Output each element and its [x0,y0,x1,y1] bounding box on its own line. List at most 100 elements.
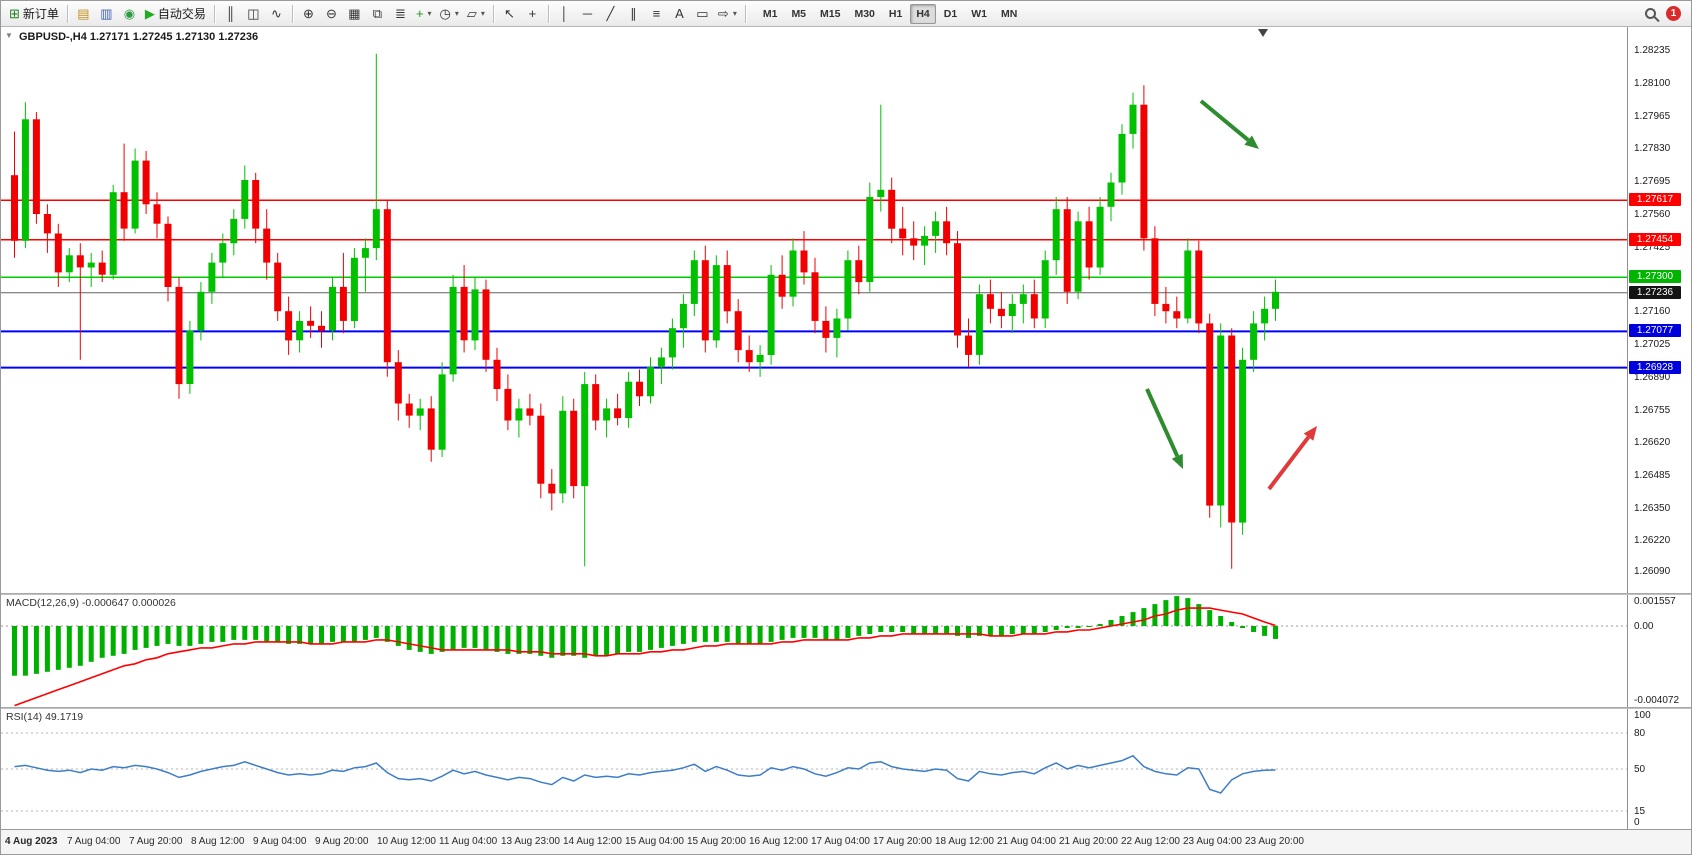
time-axis-label: 7 Aug 04:00 [67,836,121,847]
time-axis-label: 17 Aug 20:00 [873,836,932,847]
toolbar-buttons: ⊞ 新订单 ▤ ▥ ◉ ▶ 自动交易 ║ ◫ ∿ ⊕ ⊖ ▦ ⧉ ≣ + ▾ ◷ ▾ ▱ ▾ ↖ + │ ─ ╱ ∥ ≡ A ▭ ⇨ ▾ [5,3,750,25]
indicators-icon: + [415,6,424,21]
time-axis-label: 7 Aug 20:00 [129,836,183,847]
toolbar-separator [492,4,494,23]
toolbar-separator [291,4,293,23]
chart-info-line: GBPUSD-,H4 1.27171 1.27245 1.27130 1.272… [19,31,259,43]
toolbar-separator [213,4,215,23]
arrange-windows-button[interactable]: ⧉ [366,3,389,25]
auto-trading-button[interactable]: ▶ 自动交易 [141,3,210,25]
macd-canvas[interactable] [1,595,1627,707]
rsi-row: RSI(14) 49.1719 100 80 50 15 0 [1,709,1691,829]
periods-icon: ◷ [439,6,451,21]
crosshair-icon: + [528,6,537,21]
trendline-icon: ╱ [606,6,615,21]
tile-windows-button[interactable]: ▦ [343,3,366,25]
rsi-axis[interactable]: 100 80 50 15 0 [1627,709,1691,829]
time-axis-label: 8 Aug 12:00 [191,836,245,847]
tab-timeframe-m1[interactable]: M1 [757,4,784,24]
toolbar-separator [547,4,549,23]
text-button[interactable]: A [668,3,691,25]
text-icon: A [675,6,684,21]
zoom-in-button[interactable]: ⊕ [297,3,320,25]
indicators-button[interactable]: + ▾ [412,3,436,25]
fibonacci-button[interactable]: ≡ [645,3,668,25]
price-tag: 1.27236 [1629,286,1681,299]
auto-trading-button-label: 自动交易 [157,7,206,21]
vertical-line-button[interactable]: │ [553,3,576,25]
arrange-windows-icon: ⧉ [372,6,383,21]
tab-timeframe-h1[interactable]: H1 [883,4,908,24]
collapse-arrow-icon[interactable]: ▼ [5,31,13,40]
price-axis-tick: 1.27695 [1634,176,1671,187]
trendline-button[interactable]: ╱ [599,3,622,25]
time-axis-label: 11 Aug 04:00 [439,836,498,847]
line-chart-button[interactable]: ∿ [265,3,288,25]
time-axis-label: 23 Aug 04:00 [1183,836,1242,847]
price-axis-tick: 1.27025 [1634,339,1671,350]
dropdown-caret-icon[interactable]: ▾ [480,9,485,18]
price-axis[interactable]: 1.28235 1.28100 1.27965 1.27830 1.27695 1.275… [1627,27,1691,593]
price-axis-tick: 1.27560 [1634,209,1671,220]
notification-badge[interactable]: 1 [1666,6,1681,21]
time-axis[interactable]: 4 Aug 2023 7 Aug 04:00 7 Aug 20:00 8 Aug 12… [1,829,1691,854]
toolbar-right: 1 [1645,6,1687,21]
zoom-out-button[interactable]: ⊖ [320,3,343,25]
dropdown-caret-icon[interactable]: ▾ [732,9,737,18]
profiles-button[interactable]: ▤ [72,3,95,25]
templates-button[interactable]: ▱ ▾ [463,3,489,25]
tab-timeframe-w1[interactable]: W1 [965,4,993,24]
rsi-panel[interactable]: RSI(14) 49.1719 [1,709,1627,829]
time-axis-label: 23 Aug 20:00 [1245,836,1304,847]
channel-button[interactable]: ∥ [622,3,645,25]
tab-timeframe-h4[interactable]: H4 [910,3,936,24]
tab-timeframe-m15[interactable]: M15 [814,4,846,24]
rsi-axis-tick: 0 [1634,817,1640,828]
price-tag: 1.26928 [1629,361,1681,374]
candlestick-chart-button[interactable]: ◫ [242,3,265,25]
time-axis-label: 21 Aug 20:00 [1059,836,1118,847]
crosshair-button[interactable]: + [521,3,544,25]
arrows-tool-button[interactable]: ⇨ ▾ [714,3,741,25]
dropdown-caret-icon[interactable]: ▾ [427,9,432,18]
horizontal-line-icon: ─ [582,6,593,21]
dropdown-caret-icon[interactable]: ▾ [454,9,459,18]
macd-axis[interactable]: 0.001557 0.00 -0.004072 [1627,595,1691,707]
time-axis-label: 21 Aug 04:00 [997,836,1056,847]
panel-divider[interactable] [1,593,1691,595]
rsi-axis-tick: 15 [1634,806,1646,817]
cursor-icon: ↖ [503,6,515,21]
main-chart-row: ▼ GBPUSD-,H4 1.27171 1.27245 1.27130 1.2… [1,27,1691,593]
text-label-button[interactable]: ▭ [691,3,714,25]
time-axis-label: 16 Aug 12:00 [749,836,808,847]
refresh-icon: ◉ [123,6,136,21]
channel-icon: ∥ [630,6,637,21]
main-chart-canvas[interactable] [1,27,1627,593]
toolbar-separator [66,4,68,23]
tab-timeframe-m5[interactable]: M5 [785,4,812,24]
tab-timeframe-d1[interactable]: D1 [938,4,963,24]
horizontal-line-button[interactable]: ─ [576,3,599,25]
search-icon[interactable] [1645,8,1656,19]
time-axis-label: 14 Aug 12:00 [563,836,622,847]
time-axis-label: 9 Aug 20:00 [315,836,369,847]
main-chart[interactable]: ▼ GBPUSD-,H4 1.27171 1.27245 1.27130 1.2… [1,27,1627,593]
bar-chart-button[interactable]: ║ [219,3,242,25]
arrows-tool-icon: ⇨ [717,6,729,21]
rsi-axis-tick: 100 [1634,710,1651,721]
charts-button[interactable]: ▥ [95,3,118,25]
price-axis-tick: 1.26620 [1634,437,1671,448]
periods-button[interactable]: ◷ ▾ [436,3,463,25]
macd-panel[interactable]: MACD(12,26,9) -0.000647 0.000026 [1,595,1627,707]
new-order-button[interactable]: ⊞ 新订单 [5,3,63,25]
tab-timeframe-m30[interactable]: M30 [848,4,880,24]
tab-timeframe-mn[interactable]: MN [995,4,1023,24]
candlestick-chart-icon: ◫ [247,6,260,21]
rsi-canvas[interactable] [1,709,1627,829]
cursor-button[interactable]: ↖ [498,3,521,25]
panel-divider[interactable] [1,707,1691,709]
refresh-button[interactable]: ◉ [118,3,141,25]
time-axis-label: 15 Aug 04:00 [625,836,684,847]
price-axis-tick: 1.26220 [1634,535,1671,546]
cascade-windows-button[interactable]: ≣ [389,3,412,25]
